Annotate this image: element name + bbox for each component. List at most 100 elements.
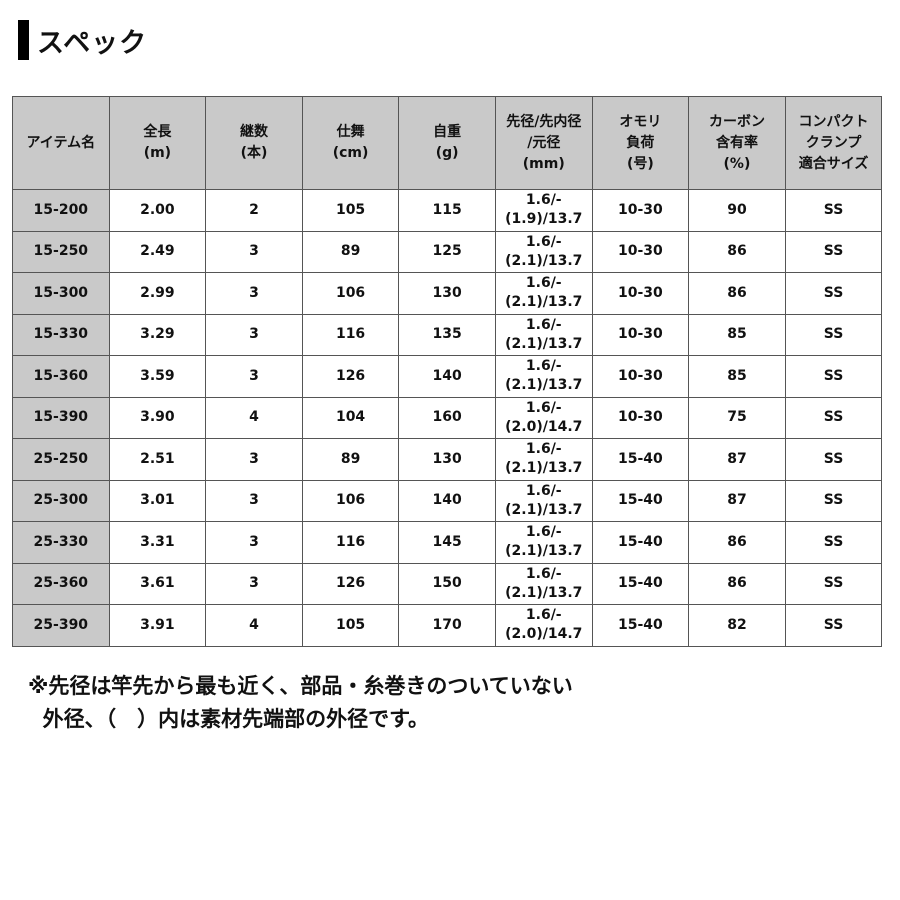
table-cell: 87 (688, 479, 786, 522)
table-cell: 1.6/- (2.0)/14.7 (494, 604, 593, 647)
column-header: 全長 (m) (108, 96, 207, 190)
column-header: 仕舞 (cm) (301, 96, 400, 190)
table-cell: 130 (398, 272, 496, 315)
table-cell: 105 (301, 189, 400, 232)
table-cell: 135 (398, 313, 496, 356)
table-row: 25-330 3.31 3 116 145 1.6/- (2.1)/13.7 15-40 86… (12, 521, 883, 564)
table-cell: 10-30 (591, 230, 690, 273)
column-header: アイテム名 (12, 96, 110, 190)
table-cell: 116 (301, 313, 400, 356)
table-cell: 3 (205, 562, 303, 605)
table-cell: 10-30 (591, 189, 690, 232)
table-cell: 140 (398, 479, 496, 522)
table-cell: SS (784, 189, 883, 232)
table-cell: 1.6/- (1.9)/13.7 (494, 189, 593, 232)
table-cell: 1.6/- (2.1)/13.7 (494, 479, 593, 522)
item-name-cell: 25-390 (12, 604, 110, 647)
table-cell: 1.6/- (2.1)/13.7 (494, 272, 593, 315)
table-cell: 3.90 (108, 396, 207, 439)
table-row: 25-390 3.91 4 105 170 1.6/- (2.0)/14.7 15-40 82… (12, 604, 883, 647)
table-cell: SS (784, 521, 883, 564)
table-cell: 75 (688, 396, 786, 439)
column-header: 自重 (g) (398, 96, 496, 190)
item-name-cell: 25-360 (12, 562, 110, 605)
table-cell: 10-30 (591, 313, 690, 356)
column-header: カーボン 含有率 (%) (688, 96, 786, 190)
item-name-cell: 15-200 (12, 189, 110, 232)
table-row: 15-300 2.99 3 106 130 1.6/- (2.1)/13.7 10-30 86… (12, 272, 883, 315)
item-name-cell: 15-390 (12, 396, 110, 439)
table-cell: 105 (301, 604, 400, 647)
table-cell: 3 (205, 521, 303, 564)
table-cell: 140 (398, 355, 496, 398)
table-row: 25-250 2.51 3 89 130 1.6/- (2.1)/13.7 15-40 87 S… (12, 438, 883, 481)
table-cell: 2.49 (108, 230, 207, 273)
column-header: コンパクト クランプ 適合サイズ (784, 96, 883, 190)
table-cell: 3.29 (108, 313, 207, 356)
item-name-cell: 25-250 (12, 438, 110, 481)
table-cell: 3.59 (108, 355, 207, 398)
table-cell: 2 (205, 189, 303, 232)
item-name-cell: 25-330 (12, 521, 110, 564)
table-cell: 150 (398, 562, 496, 605)
table-cell: SS (784, 230, 883, 273)
table-cell: SS (784, 479, 883, 522)
table-cell: 3 (205, 355, 303, 398)
table-cell: 86 (688, 562, 786, 605)
table-cell: 170 (398, 604, 496, 647)
table-cell: SS (784, 438, 883, 481)
item-name-cell: 15-250 (12, 230, 110, 273)
table-cell: 125 (398, 230, 496, 273)
table-cell: 3 (205, 438, 303, 481)
table-cell: 15-40 (591, 604, 690, 647)
table-cell: 1.6/- (2.0)/14.7 (494, 396, 593, 439)
table-cell: 82 (688, 604, 786, 647)
item-name-cell: 15-330 (12, 313, 110, 356)
table-cell: 87 (688, 438, 786, 481)
table-cell: 15-40 (591, 438, 690, 481)
table-cell: 1.6/- (2.1)/13.7 (494, 355, 593, 398)
table-cell: 90 (688, 189, 786, 232)
table-row: 15-360 3.59 3 126 140 1.6/- (2.1)/13.7 10-30 85… (12, 355, 883, 398)
table-cell: 3.31 (108, 521, 207, 564)
table-cell: SS (784, 604, 883, 647)
table-cell: 3.61 (108, 562, 207, 605)
table-cell: 10-30 (591, 272, 690, 315)
table-cell: 160 (398, 396, 496, 439)
spec-table: アイテム名 全長 (m) 継数 (本) 仕舞 (cm) 自重 (g) 先径/先内径 /元径… (12, 96, 883, 647)
table-cell: 3.01 (108, 479, 207, 522)
table-cell: 130 (398, 438, 496, 481)
table-cell: SS (784, 355, 883, 398)
column-header: 先径/先内径 /元径 (mm) (494, 96, 593, 190)
page-title: スペック (37, 27, 148, 59)
table-cell: 85 (688, 313, 786, 356)
table-cell: 126 (301, 355, 400, 398)
table-cell: 3 (205, 230, 303, 273)
table-cell: 1.6/- (2.1)/13.7 (494, 521, 593, 564)
section-heading: スペック (18, 20, 147, 60)
table-row: 15-390 3.90 4 104 160 1.6/- (2.0)/14.7 10-30 75… (12, 396, 883, 439)
table-cell: 116 (301, 521, 400, 564)
table-cell: 4 (205, 604, 303, 647)
column-header: オモリ 負荷 (号) (591, 96, 690, 190)
table-cell: 15-40 (591, 562, 690, 605)
table-cell: 126 (301, 562, 400, 605)
table-cell: 145 (398, 521, 496, 564)
table-cell: 2.99 (108, 272, 207, 315)
footnote-line-1: ※先径は竿先から最も近く、部品・糸巻きのついていない (28, 674, 573, 698)
table-cell: 3.91 (108, 604, 207, 647)
table-cell: 2.51 (108, 438, 207, 481)
table-row: 25-360 3.61 3 126 150 1.6/- (2.1)/13.7 15-40 86… (12, 562, 883, 605)
table-cell: 85 (688, 355, 786, 398)
table-cell: 3 (205, 479, 303, 522)
table-cell: 86 (688, 272, 786, 315)
table-cell: SS (784, 272, 883, 315)
table-cell: 3 (205, 313, 303, 356)
heading-bar (18, 20, 29, 60)
table-cell: 15-40 (591, 521, 690, 564)
table-cell: 3 (205, 272, 303, 315)
table-cell: 104 (301, 396, 400, 439)
table-cell: 15-40 (591, 479, 690, 522)
table-cell: 106 (301, 272, 400, 315)
table-cell: 2.00 (108, 189, 207, 232)
